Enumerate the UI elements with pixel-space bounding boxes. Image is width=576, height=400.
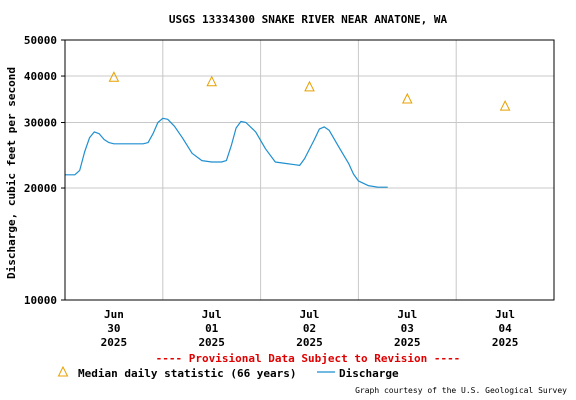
credit-text: Graph courtesy of the U.S. Geological Su… [355, 386, 567, 395]
median-point [499, 100, 511, 111]
x-tick-label: 2025 [101, 336, 128, 349]
median-legend-label: Median daily statistic (66 years) [78, 367, 297, 380]
x-tick-label: 02 [303, 322, 316, 335]
median-point [206, 75, 218, 87]
x-tick-label: 03 [401, 322, 414, 335]
x-tick-label: Jul [397, 308, 417, 321]
median-point [108, 71, 120, 82]
median-legend-icon [57, 365, 69, 377]
x-tick-label: 2025 [492, 336, 519, 349]
y-axis-label: Discharge, cubic feet per second [5, 67, 18, 279]
median-point [304, 80, 315, 92]
discharge-legend-label: Discharge [339, 367, 399, 380]
y-tick-labels: 10000 20000 30000 40000 50000 [24, 34, 65, 307]
chart-title: USGS 13334300 SNAKE RIVER NEAR ANATONE, … [169, 13, 448, 26]
discharge-line [65, 117, 388, 188]
y-tick-label: 10000 [24, 294, 57, 307]
x-tick-label: 01 [205, 322, 219, 335]
x-tick-label: Jul [202, 308, 222, 321]
x-tick-label: Jul [495, 308, 515, 321]
x-tick-label: 2025 [296, 336, 323, 349]
x-tick-label: Jun [104, 308, 124, 321]
y-tick-label: 50000 [24, 34, 57, 47]
x-tick-labels: Jun302025Jul012025Jul022025Jul032025Jul0… [101, 308, 519, 349]
x-tick-label: 2025 [198, 336, 225, 349]
grid-lines [65, 40, 554, 300]
provisional-note: ---- Provisional Data Subject to Revisio… [156, 352, 461, 365]
x-tick-label: Jul [300, 308, 320, 321]
x-tick-label: 30 [107, 322, 120, 335]
x-tick-label: 04 [498, 322, 512, 335]
median-point [401, 92, 413, 104]
y-tick-label: 20000 [24, 182, 57, 195]
y-tick-label: 30000 [24, 117, 57, 130]
x-tick-label: 2025 [394, 336, 421, 349]
series-layer [65, 71, 511, 188]
plot-area-frame [64, 39, 555, 301]
y-tick-label: 40000 [24, 70, 57, 83]
